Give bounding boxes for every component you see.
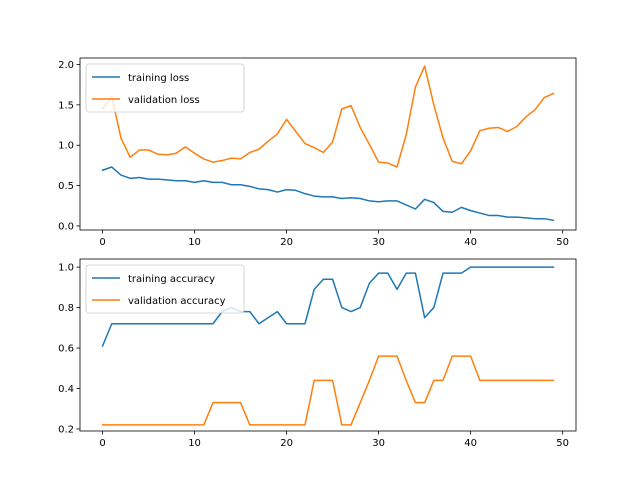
accuracy-chart: 0 10 20 30 40 50 0.2 0.4 0.6 0.8 1.0 training accur… — [58, 258, 577, 449]
y-tick-label: 1.5 — [58, 100, 74, 111]
y-tick-label: 1.0 — [58, 263, 74, 274]
x-tick-label: 10 — [188, 237, 201, 248]
y-tick-label: 1.0 — [58, 141, 74, 152]
legend-label: validation accuracy — [128, 296, 226, 307]
axes-frame — [79, 258, 577, 432]
legend: training accuracy validation accuracy — [85, 264, 245, 314]
series-line-training-loss — [101, 166, 555, 222]
y-tick-label: 0.2 — [58, 424, 74, 435]
x-tick-label: 20 — [280, 438, 293, 449]
legend-label: training accuracy — [128, 274, 215, 285]
y-tick-label: 0.4 — [58, 384, 74, 395]
y-tick-label: 0.0 — [58, 221, 74, 232]
series-line-training-accuracy — [101, 266, 555, 347]
y-tick-label: 0.5 — [58, 181, 74, 192]
axes-frame — [79, 57, 577, 231]
y-tick-label: 2.0 — [58, 60, 74, 71]
x-tick-label: 50 — [556, 438, 569, 449]
x-tick-label: 40 — [464, 237, 477, 248]
legend-label: training loss — [128, 73, 189, 84]
x-tick-label: 40 — [464, 438, 477, 449]
legend-box — [85, 264, 245, 314]
x-tick-label: 10 — [188, 438, 201, 449]
x-tick-label: 20 — [280, 237, 293, 248]
x-tick-label: 0 — [99, 438, 105, 449]
loss-chart: 0 10 20 30 40 50 0.0 0.5 1.0 1.5 2.0 training loss v… — [58, 57, 577, 248]
x-tick-label: 30 — [372, 438, 385, 449]
x-tick-label: 50 — [556, 237, 569, 248]
x-tick-label: 0 — [99, 237, 105, 248]
series-line-validation-accuracy — [101, 355, 555, 426]
y-tick-label: 0.6 — [58, 344, 74, 355]
series-line-validation-loss — [101, 65, 555, 168]
legend: training loss validation loss — [85, 63, 245, 113]
y-tick-label: 0.8 — [58, 303, 74, 314]
legend-box — [85, 63, 245, 113]
x-tick-label: 30 — [372, 237, 385, 248]
legend-label: validation loss — [128, 95, 200, 106]
